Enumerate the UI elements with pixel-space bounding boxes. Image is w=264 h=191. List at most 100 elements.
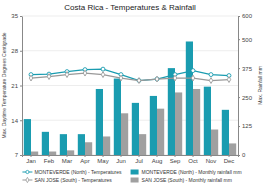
tick-mark: [193, 155, 194, 157]
legend-item: SAN JOSE (South) - Monthly rainfall mm: [131, 177, 232, 183]
bar: [114, 79, 121, 155]
tick-mark: [238, 68, 240, 69]
tick: Nov: [206, 155, 217, 164]
tick: 28: [11, 48, 22, 54]
marker: [137, 78, 140, 84]
bar: [31, 152, 38, 155]
tick-mark: [238, 126, 240, 127]
bar: [60, 134, 67, 155]
bar: [24, 119, 31, 155]
tick-mark: [20, 51, 22, 52]
tick-label: 35: [11, 13, 18, 19]
bar: [211, 130, 218, 155]
bar: [96, 89, 103, 155]
tick: Jan: [26, 155, 36, 164]
legend-label: SAN JOSE (South) - Monthly rainfall mm: [142, 177, 232, 183]
tick-label: Oct: [188, 158, 198, 164]
tick-label: May: [97, 158, 108, 164]
bar: [193, 89, 200, 155]
tick-label: Jan: [26, 158, 36, 164]
grid-line: [22, 85, 238, 86]
legend-swatch: [131, 178, 139, 183]
tick-label: 21: [11, 83, 18, 89]
tick: 500: [238, 37, 253, 43]
legend-swatch: [131, 170, 139, 175]
legend-label: MONTEVERDE (North) - Monthly rainfall mm: [142, 169, 242, 175]
marker: [227, 77, 230, 83]
bar: [229, 143, 236, 155]
tick-mark: [229, 155, 230, 157]
bar: [204, 87, 211, 155]
legend-item: MONTEVERDE (North) - Monthly rainfall mm: [131, 169, 242, 175]
tick-label: 125: [242, 123, 253, 129]
tick-mark: [238, 97, 240, 98]
tick-mark: [20, 155, 22, 156]
axis-line: [23, 156, 239, 158]
line: [31, 73, 229, 80]
tick-label: Jul: [135, 158, 143, 164]
bar-series: [24, 41, 229, 155]
tick: 21: [11, 83, 22, 89]
y-axis-title: Max. Daytime Temperature Degrees Centigr…: [1, 32, 7, 138]
legend-item: MONTEVERDE (North) - Temperatures: [22, 169, 122, 175]
tick: Mar: [62, 155, 72, 164]
tick-label: Mar: [62, 158, 72, 164]
marker: [101, 72, 104, 78]
tick-label: Feb: [44, 158, 55, 164]
legend-label: SAN JOSE (South) - Temperatures: [34, 177, 112, 183]
grid-line: [22, 16, 238, 17]
legend-item: SAN JOSE (South) - Temperatures: [22, 177, 112, 183]
tick-mark: [20, 16, 22, 17]
bar: [168, 68, 175, 155]
legend-marker: [26, 170, 29, 173]
tick-mark: [49, 155, 50, 157]
tick: Apr: [80, 155, 89, 164]
chart: JanFebMarAprMayJunJulAugSepOctNovDec7142…: [0, 0, 264, 191]
title: Costa Rica - Temperatures & Rainfall: [64, 3, 196, 12]
tick-mark: [103, 155, 104, 157]
bar: [150, 96, 157, 155]
tick-mark: [211, 155, 212, 157]
bar: [49, 152, 56, 155]
tick: 125: [238, 123, 253, 129]
tick-mark: [139, 155, 140, 157]
grid: [22, 16, 238, 155]
markers: [29, 67, 231, 82]
tick-label: 14: [11, 118, 18, 124]
marker: [29, 75, 32, 81]
tick-label: 28: [11, 48, 18, 54]
tick: Feb: [44, 155, 55, 164]
tick: 600: [238, 13, 253, 19]
marker: [137, 79, 141, 83]
bar: [67, 150, 74, 155]
bar: [132, 103, 139, 155]
marker: [191, 69, 195, 73]
bar-series: [31, 89, 236, 155]
tick-mark: [31, 155, 32, 157]
tick: 250: [238, 95, 253, 101]
plot-area: [24, 41, 236, 155]
marker: [173, 75, 176, 81]
tick: Jun: [116, 155, 126, 164]
bar: [222, 110, 229, 155]
marker: [155, 76, 158, 82]
tick: 35: [11, 13, 22, 19]
bar: [175, 92, 182, 155]
y2-axis: 0125250375500600: [238, 13, 253, 158]
bar: [78, 134, 85, 155]
tick-mark: [85, 155, 86, 157]
tick-mark: [175, 155, 176, 157]
tick-mark: [238, 16, 240, 17]
axis-line: [22, 17, 23, 156]
tick-label: 375: [242, 66, 253, 72]
tick: Dec: [224, 155, 235, 164]
tick: Aug: [152, 155, 163, 164]
tick-mark: [238, 39, 240, 40]
tick-label: Sep: [170, 158, 181, 164]
marker: [65, 72, 68, 78]
line: [31, 69, 229, 80]
markers: [29, 70, 230, 83]
tick: Jul: [135, 155, 143, 164]
axis-line: [238, 17, 239, 156]
tick-label: Aug: [152, 158, 163, 164]
